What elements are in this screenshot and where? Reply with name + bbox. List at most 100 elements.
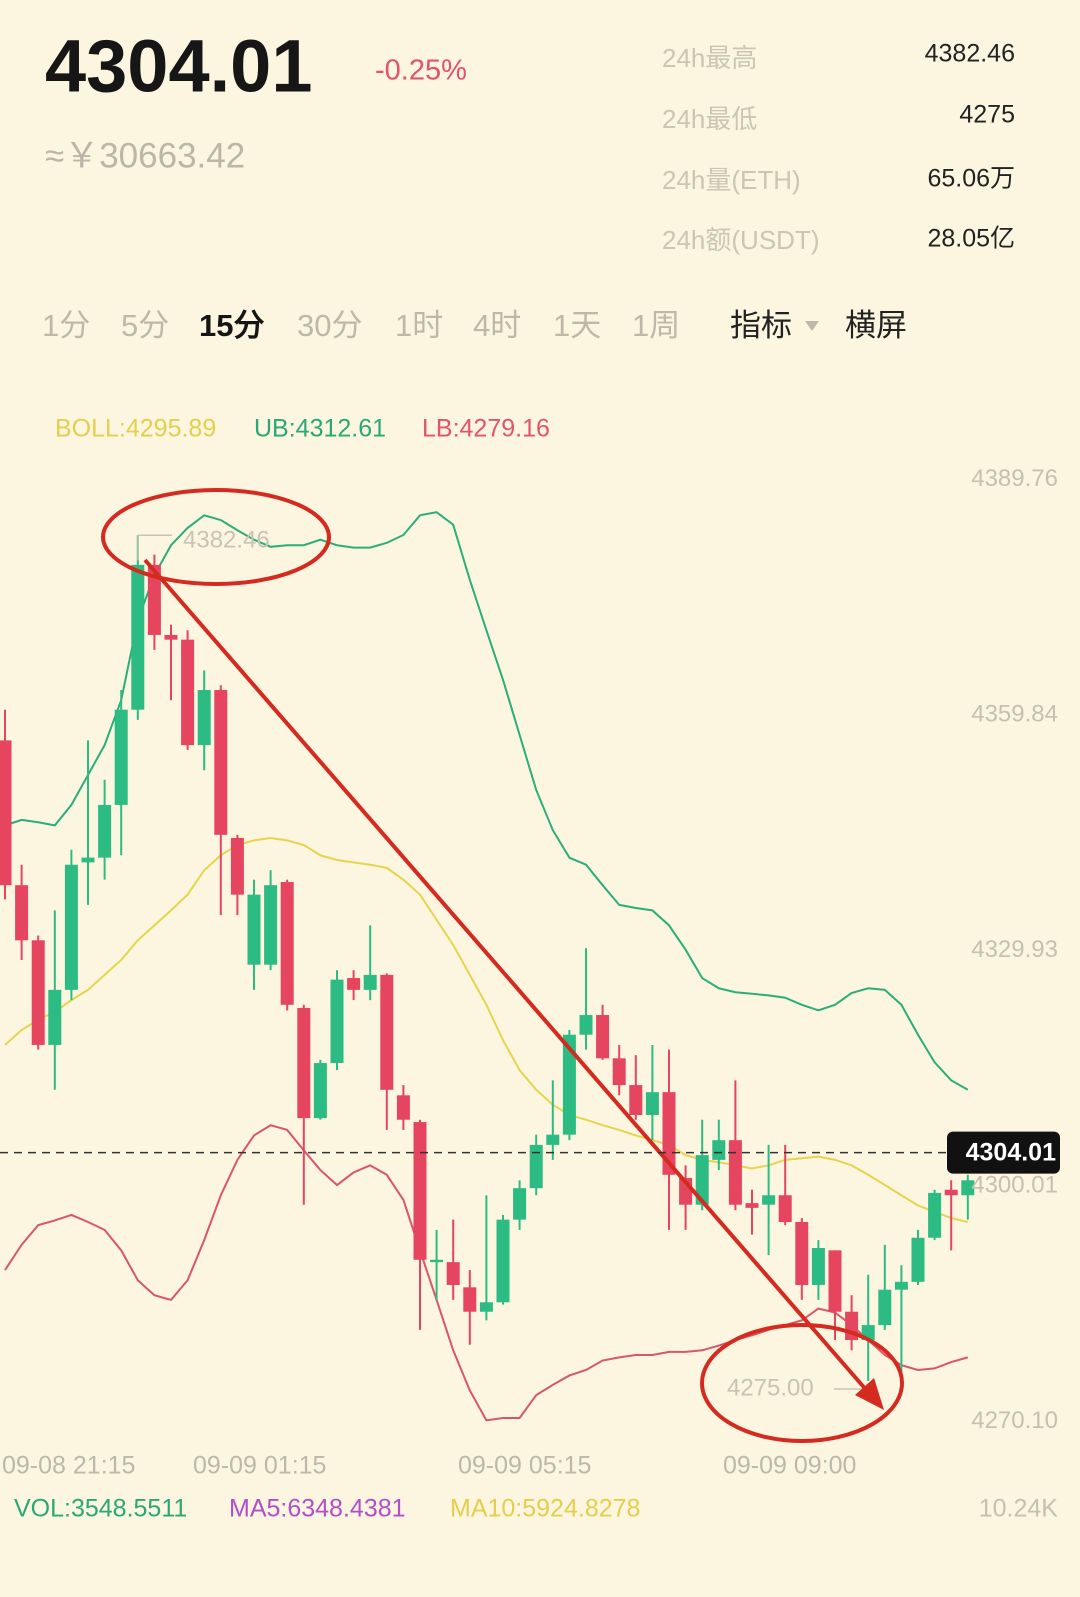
candle-body [811,1247,825,1285]
tab[interactable]: 4时 [473,308,521,343]
volume-axis-label: 10.24K [979,1495,1059,1523]
candle-body [347,978,361,990]
candle-body [894,1281,908,1290]
candle-body [712,1140,726,1160]
x-tick-label: 09-09 01:15 [193,1452,326,1480]
candle-body [762,1195,776,1205]
candle-body [513,1188,527,1220]
stat-label: 24h量(ETH) [662,165,801,195]
y-tick-label: 4270.10 [971,1407,1058,1434]
candle-body [280,882,294,1005]
tab[interactable]: 1时 [395,308,443,343]
indicator: UB:4312.61 [254,415,386,443]
stat-value: 4275 [959,101,1015,129]
x-tick-label: 09-08 21:15 [2,1452,135,1480]
volume-indicator: MA10:5924.8278 [450,1495,640,1523]
candle-body [64,864,78,990]
tab[interactable]: 5分 [121,308,169,343]
band-line [4,1124,969,1422]
menu-item[interactable]: 指标 [730,308,792,343]
candle-body [745,1203,759,1208]
candle-body [31,940,45,1045]
y-tick-label: 4389.76 [971,465,1058,492]
candle-body [928,1192,942,1238]
candle-body [961,1180,975,1196]
candle-body [828,1250,842,1312]
candle-body [529,1144,543,1189]
stat-label: 24h额(USDT) [662,225,819,255]
candle-body [911,1237,925,1282]
candle-body [562,1034,576,1135]
candle-body [98,804,112,858]
candle-body [662,1092,676,1175]
user-annotation [101,488,904,1443]
tab[interactable]: 15分 [199,308,264,343]
change: -0.25% [375,55,467,87]
band-line [4,511,969,1091]
dropdown-icon [805,321,819,331]
candle-body [0,740,12,886]
candle-body [778,1195,792,1223]
candle-body [413,1122,427,1260]
stat-label: 24h最高 [662,43,757,73]
circle [101,488,331,586]
candle-body [330,979,344,1064]
candle-body [430,1259,444,1263]
candle-body [114,709,128,805]
last-price-label: 4304.01 [966,1138,1056,1166]
candle-body [728,1140,742,1205]
candle-body [297,1007,311,1119]
tab[interactable]: 1分 [42,308,90,343]
candle-body [164,634,178,640]
candle-body [546,1134,560,1145]
volume-indicator: VOL:3548.5511 [14,1495,187,1523]
candle-body [214,690,228,835]
candle-body [695,1155,709,1205]
candle-body [264,885,278,965]
stat-label: 24h最低 [662,104,757,134]
price: 4304.01 [45,25,313,108]
candle-body [230,837,244,895]
band-line [4,836,969,1223]
candle-body [629,1085,643,1115]
x-tick-label: 09-09 09:00 [723,1452,856,1480]
candle-body [147,564,161,635]
high-label: 4382.46 [183,527,270,554]
last-price-badge [947,1131,1060,1174]
candle-body [48,989,62,1045]
candle-body [197,690,211,746]
candle-body [795,1222,809,1285]
menu-item[interactable]: 横屏 [845,308,907,343]
candle-body [479,1302,493,1312]
stat-value: 28.05亿 [927,225,1015,253]
candle-body [181,639,195,746]
x-tick-label: 09-09 05:15 [458,1452,591,1480]
y-tick-label: 4329.93 [971,936,1058,963]
candle-body [944,1189,958,1196]
y-tick-label: 4300.01 [971,1172,1058,1199]
tab[interactable]: 1天 [553,308,601,343]
candle-body [596,1015,610,1059]
stat-value: 65.06万 [927,165,1015,193]
candle-body [313,1063,327,1119]
indicator: BOLL:4295.89 [55,415,216,443]
y-tick-label: 4359.84 [971,701,1058,728]
candle-body [363,974,377,990]
arrow [143,558,870,1394]
candle-body [131,564,145,710]
stat-value: 4382.46 [925,40,1015,68]
candle-body [15,885,29,941]
candle-body [645,1092,659,1115]
candle-body [496,1219,510,1303]
tab[interactable]: 30分 [297,308,362,343]
candle-body [579,1015,593,1035]
low-label: 4275.00 [727,1374,814,1401]
arrow-head [855,1378,884,1410]
indicator: LB:4279.16 [422,415,550,443]
tab[interactable]: 1周 [632,308,680,343]
candle-body [878,1289,892,1326]
plot: 4382.46 4275.00 [0,511,975,1422]
candle-body [81,857,95,863]
candle-body [247,894,261,965]
